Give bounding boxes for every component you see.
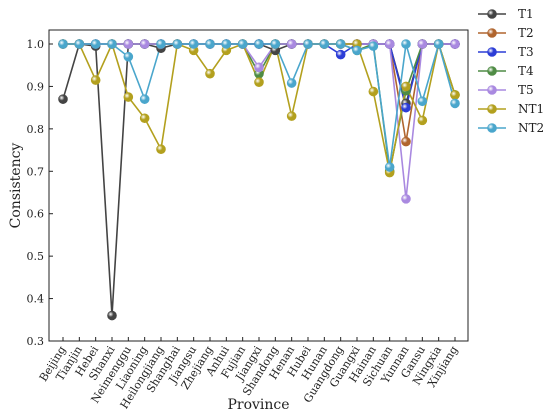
data-point-t5 xyxy=(139,39,150,49)
legend-marker xyxy=(487,104,497,114)
legend-label-t2: T2 xyxy=(518,26,534,40)
data-point-nt2 xyxy=(368,41,379,51)
data-point-t5 xyxy=(450,39,460,49)
data-point-t3 xyxy=(401,102,411,113)
data-point-nt2 xyxy=(286,78,297,88)
data-point-nt2 xyxy=(107,39,117,49)
legend-label-nt2: NT2 xyxy=(518,121,544,135)
data-point-t1 xyxy=(58,94,68,104)
data-point-nt2 xyxy=(335,39,346,49)
data-point-nt2 xyxy=(254,39,264,49)
data-point-nt2 xyxy=(188,39,199,49)
legend-marker xyxy=(487,47,497,57)
data-point-nt2 xyxy=(221,39,232,49)
data-point-nt2 xyxy=(401,39,411,49)
legend-marker xyxy=(487,9,497,19)
y-tick-label: 0.7 xyxy=(27,165,45,178)
legend-label-t3: T3 xyxy=(518,45,534,59)
data-point-nt2 xyxy=(139,94,150,104)
series-line-t2 xyxy=(63,43,455,142)
data-point-nt2 xyxy=(384,162,395,172)
data-point-nt2 xyxy=(172,39,183,49)
data-point-nt1 xyxy=(417,115,428,126)
data-point-nt2 xyxy=(417,96,428,107)
data-point-nt2 xyxy=(352,45,362,56)
legend-marker xyxy=(487,28,497,38)
y-tick-label: 0.5 xyxy=(27,250,45,263)
data-point-nt2 xyxy=(433,39,444,49)
data-point-t5 xyxy=(286,39,297,49)
y-tick-label: 1.0 xyxy=(27,38,45,51)
legend-label-t5: T5 xyxy=(518,83,534,97)
y-tick-label: 0.3 xyxy=(27,335,45,348)
data-point-nt1 xyxy=(450,90,460,100)
legend: T1 T2 T3 T4 T5 NT1 NT2 xyxy=(478,7,544,135)
data-point-nt2 xyxy=(450,98,460,109)
data-point-t2 xyxy=(401,136,411,147)
legend-label-t4: T4 xyxy=(518,64,534,78)
data-point-nt2 xyxy=(303,39,313,49)
data-point-nt1 xyxy=(401,81,411,92)
data-point-t5 xyxy=(123,39,134,49)
data-point-nt2 xyxy=(58,39,68,49)
legend-marker xyxy=(487,85,497,95)
y-tick-label: 0.9 xyxy=(27,80,45,93)
data-point-nt2 xyxy=(237,39,248,49)
data-point-nt2 xyxy=(319,39,330,49)
legend-marker xyxy=(487,66,497,76)
data-point-nt1 xyxy=(139,113,150,124)
data-point-t5 xyxy=(384,39,395,49)
y-tick-label: 0.8 xyxy=(27,123,45,136)
data-point-nt1 xyxy=(123,92,134,102)
data-point-t5 xyxy=(417,39,428,49)
data-point-t5 xyxy=(401,194,411,204)
x-axis-label: Province xyxy=(227,397,289,413)
legend-marker xyxy=(487,123,497,133)
data-point-t1 xyxy=(107,310,117,321)
data-point-nt1 xyxy=(156,144,166,155)
data-point-nt2 xyxy=(90,39,101,49)
y-axis: 0.3 0.4 0.5 0.6 0.7 0.8 0.9 1.0 xyxy=(27,38,53,348)
data-point-nt2 xyxy=(205,39,215,49)
data-point-nt1 xyxy=(90,75,101,85)
data-point-nt2 xyxy=(270,39,281,49)
legend-label-t1: T1 xyxy=(518,7,534,21)
data-point-t5 xyxy=(254,62,264,73)
y-axis-label: Consistency xyxy=(8,143,24,229)
data-point-nt2 xyxy=(123,51,134,62)
data-point-nt2 xyxy=(74,39,85,49)
data-point-nt2 xyxy=(156,39,166,49)
y-tick-label: 0.4 xyxy=(27,293,45,306)
data-point-t3 xyxy=(335,49,346,60)
data-point-nt1 xyxy=(368,86,379,97)
legend-label-nt1: NT1 xyxy=(518,102,544,116)
data-point-nt1 xyxy=(286,111,297,121)
data-point-nt1 xyxy=(254,77,264,87)
data-point-nt1 xyxy=(205,68,215,79)
y-tick-label: 0.6 xyxy=(27,208,45,221)
series-points xyxy=(58,39,460,321)
